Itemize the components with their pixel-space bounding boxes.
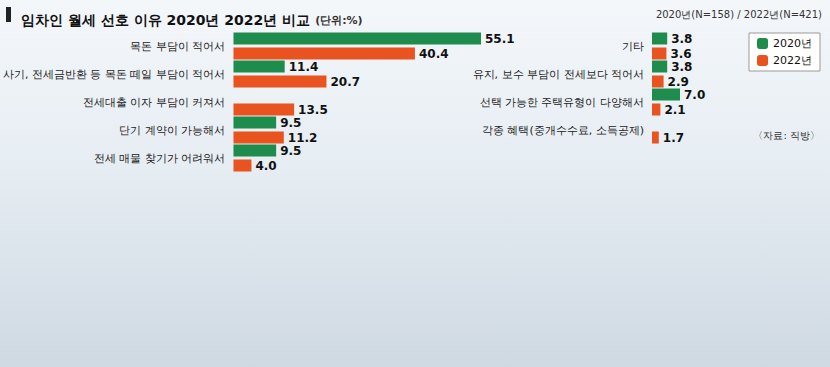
- svg-text:2020년(N=158) / 2022년(N=421): 2020년(N=158) / 2022년(N=421): [656, 9, 822, 20]
- svg-text:9.5: 9.5: [280, 116, 301, 130]
- svg-text:2020년: 2020년: [773, 37, 812, 50]
- svg-text:2022년: 2022년: [773, 54, 812, 67]
- svg-text:선택 가능한 주택유형이 다양해서: 선택 가능한 주택유형이 다양해서: [480, 96, 645, 109]
- svg-text:13.5: 13.5: [298, 103, 328, 117]
- svg-text:40.4: 40.4: [419, 47, 449, 61]
- svg-text:7.0: 7.0: [684, 88, 705, 102]
- svg-text:2.1: 2.1: [664, 103, 685, 117]
- svg-text:3.8: 3.8: [671, 32, 692, 46]
- svg-text:9.5: 9.5: [280, 144, 301, 158]
- svg-text:〈자료: 직방〉: 〈자료: 직방〉: [753, 130, 820, 141]
- svg-text:임차인 월세 선호 이유 2020년 2022년 비교: 임차인 월세 선호 이유 2020년 2022년 비교: [21, 12, 310, 28]
- svg-text:기타: 기타: [622, 40, 644, 53]
- svg-text:3.6: 3.6: [670, 47, 691, 61]
- svg-text:전세 매물 찾기가 어려워서: 전세 매물 찾기가 어려워서: [94, 152, 226, 165]
- svg-text:55.1: 55.1: [485, 32, 515, 46]
- svg-text:20.7: 20.7: [330, 75, 360, 89]
- svg-text:(단위:%): (단위:%): [315, 14, 362, 27]
- svg-text:1.7: 1.7: [663, 131, 684, 145]
- svg-text:전세대출 이자 부담이 커져서: 전세대출 이자 부담이 커져서: [83, 96, 226, 109]
- svg-text:3.8: 3.8: [671, 60, 692, 74]
- svg-text:유지, 보수 부담이 전세보다 적어서: 유지, 보수 부담이 전세보다 적어서: [473, 68, 644, 81]
- svg-text:2.9: 2.9: [668, 75, 689, 89]
- svg-text:4.0: 4.0: [255, 159, 276, 173]
- svg-text:11.4: 11.4: [289, 60, 319, 74]
- svg-text:목돈 부담이 적어서: 목돈 부담이 적어서: [130, 40, 225, 53]
- svg-text:11.2: 11.2: [288, 131, 318, 145]
- svg-text:각종 혜택(중개수수료, 소득공제): 각종 혜택(중개수수료, 소득공제): [482, 124, 644, 137]
- svg-text:사기, 전세금반환 등 목돈 떼일 부담이 적어서: 사기, 전세금반환 등 목돈 떼일 부담이 적어서: [3, 68, 225, 81]
- svg-text:단기 계약이 가능해서: 단기 계약이 가능해서: [119, 124, 225, 137]
